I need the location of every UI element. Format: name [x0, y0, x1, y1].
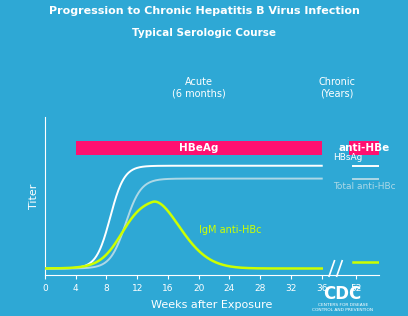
- Text: IgM anti-HBc: IgM anti-HBc: [199, 225, 261, 235]
- Text: CENTERS FOR DISEASE
CONTROL AND PREVENTION: CENTERS FOR DISEASE CONTROL AND PREVENTI…: [312, 302, 373, 312]
- Bar: [75, 141, 322, 155]
- X-axis label: Weeks after Exposure: Weeks after Exposure: [151, 300, 273, 310]
- Text: HBsAg: HBsAg: [333, 153, 363, 162]
- Text: Typical Serologic Course: Typical Serologic Course: [132, 28, 276, 39]
- Bar: [349, 141, 379, 155]
- Text: Progression to Chronic Hepatitis B Virus Infection: Progression to Chronic Hepatitis B Virus…: [49, 6, 359, 16]
- Text: Total anti-HBc: Total anti-HBc: [333, 182, 396, 191]
- Text: HBeAg: HBeAg: [179, 143, 218, 153]
- Text: anti-HBe: anti-HBe: [338, 143, 390, 153]
- Y-axis label: Titer: Titer: [29, 183, 39, 209]
- Text: Acute
(6 months): Acute (6 months): [172, 76, 226, 99]
- Text: Chronic
(Years): Chronic (Years): [319, 76, 356, 99]
- Text: CDC: CDC: [324, 285, 362, 303]
